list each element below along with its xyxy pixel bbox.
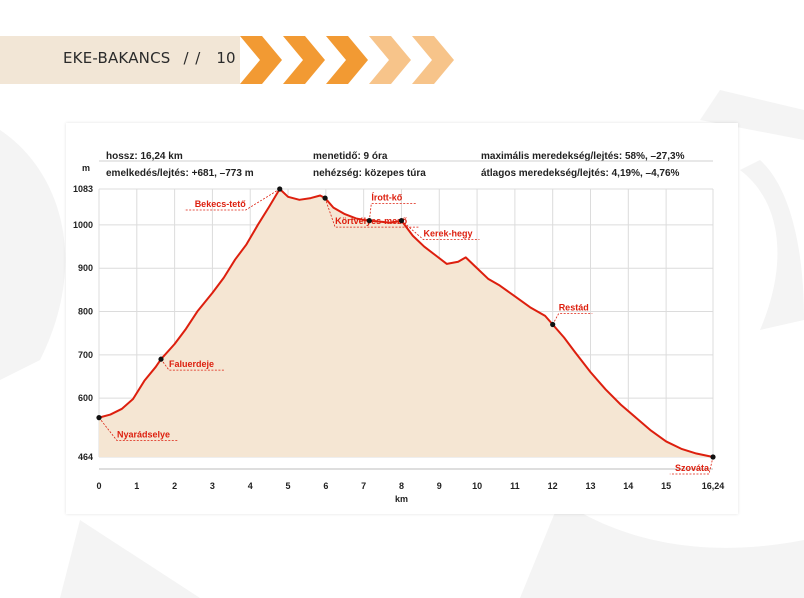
y-tick-label: 1000 bbox=[73, 220, 93, 230]
elevation-area bbox=[99, 189, 713, 457]
y-tick-label: 800 bbox=[78, 307, 93, 317]
annotation-point bbox=[366, 218, 372, 224]
y-tick-label: 700 bbox=[78, 350, 93, 360]
y-axis-label: m bbox=[82, 163, 90, 173]
x-tick-label: 1 bbox=[134, 481, 139, 491]
annotation-label: Nyarádselye bbox=[117, 430, 170, 440]
annotation-label: Bekecs-tető bbox=[195, 199, 247, 209]
info-time: menetidő: 9 óra bbox=[313, 151, 388, 162]
page-number: 10 bbox=[216, 49, 236, 67]
x-tick-label: 10 bbox=[472, 481, 482, 491]
info-length: hossz: 16,24 km bbox=[106, 151, 183, 162]
x-axis-label: km bbox=[395, 494, 408, 504]
annotation-point bbox=[96, 415, 102, 421]
info-avg-slope: átlagos meredekség/lejtés: 4,19%, –4,76% bbox=[481, 168, 680, 179]
annotation-leader bbox=[552, 313, 593, 325]
annotation-point bbox=[550, 321, 556, 328]
elevation-line bbox=[98, 188, 714, 458]
y-tick-label: 600 bbox=[78, 393, 93, 403]
annotation-label: Restád bbox=[559, 303, 589, 313]
x-tick-label: 15 bbox=[661, 481, 671, 491]
series-title: EKE-BAKANCS bbox=[63, 49, 171, 67]
y-tick-label: 900 bbox=[78, 263, 93, 273]
annotation-leader bbox=[368, 203, 417, 221]
x-tick-label: 2 bbox=[172, 481, 177, 491]
header-band bbox=[0, 36, 240, 84]
info-difficulty: nehézség: közepes túra bbox=[313, 168, 426, 179]
annotation-leader bbox=[160, 358, 226, 371]
x-tick-label: 12 bbox=[548, 481, 558, 491]
annotation-label: Faluerdeje bbox=[169, 359, 214, 369]
x-tick-label: 9 bbox=[437, 481, 442, 491]
y-tick-label: 1083 bbox=[73, 184, 93, 194]
y-tick-label: 464 bbox=[78, 452, 93, 462]
x-tick-label: 5 bbox=[286, 481, 291, 491]
annotation-label: Szováta bbox=[675, 463, 710, 473]
info-max-slope: maximális meredekség/lejtés: 58%, –27,3% bbox=[481, 151, 685, 162]
annotation-leader bbox=[184, 188, 280, 211]
x-tick-label: 11 bbox=[510, 481, 520, 491]
x-tick-label: 3 bbox=[210, 481, 215, 491]
annotation-point bbox=[277, 186, 283, 192]
annotation-label: Kerek-hegy bbox=[423, 229, 472, 239]
x-tick-label: 4 bbox=[248, 481, 253, 491]
annotation-point bbox=[710, 454, 716, 460]
chevron-arrows-icon bbox=[240, 36, 454, 84]
annotation-label: Írott-kő bbox=[371, 193, 402, 203]
x-tick-label: 14 bbox=[623, 481, 633, 491]
annotation-point bbox=[322, 195, 328, 201]
x-tick-label: 6 bbox=[323, 481, 328, 491]
header-separator: / / bbox=[183, 49, 202, 67]
x-tick-label: 16,24 bbox=[702, 481, 725, 491]
x-tick-label: 7 bbox=[361, 481, 366, 491]
annotation-point bbox=[158, 356, 164, 362]
page-header: EKE-BAKANCS / / 10 bbox=[63, 47, 236, 69]
annotation-leader bbox=[669, 456, 714, 475]
x-tick-label: 8 bbox=[399, 481, 404, 491]
x-tick-label: 13 bbox=[585, 481, 595, 491]
annotation-leader bbox=[98, 417, 179, 442]
info-elevation: emelkedés/lejtés: +681, –773 m bbox=[106, 168, 254, 179]
x-tick-label: 0 bbox=[96, 481, 101, 491]
annotation-leader bbox=[401, 220, 480, 241]
annotation-point bbox=[398, 218, 405, 224]
